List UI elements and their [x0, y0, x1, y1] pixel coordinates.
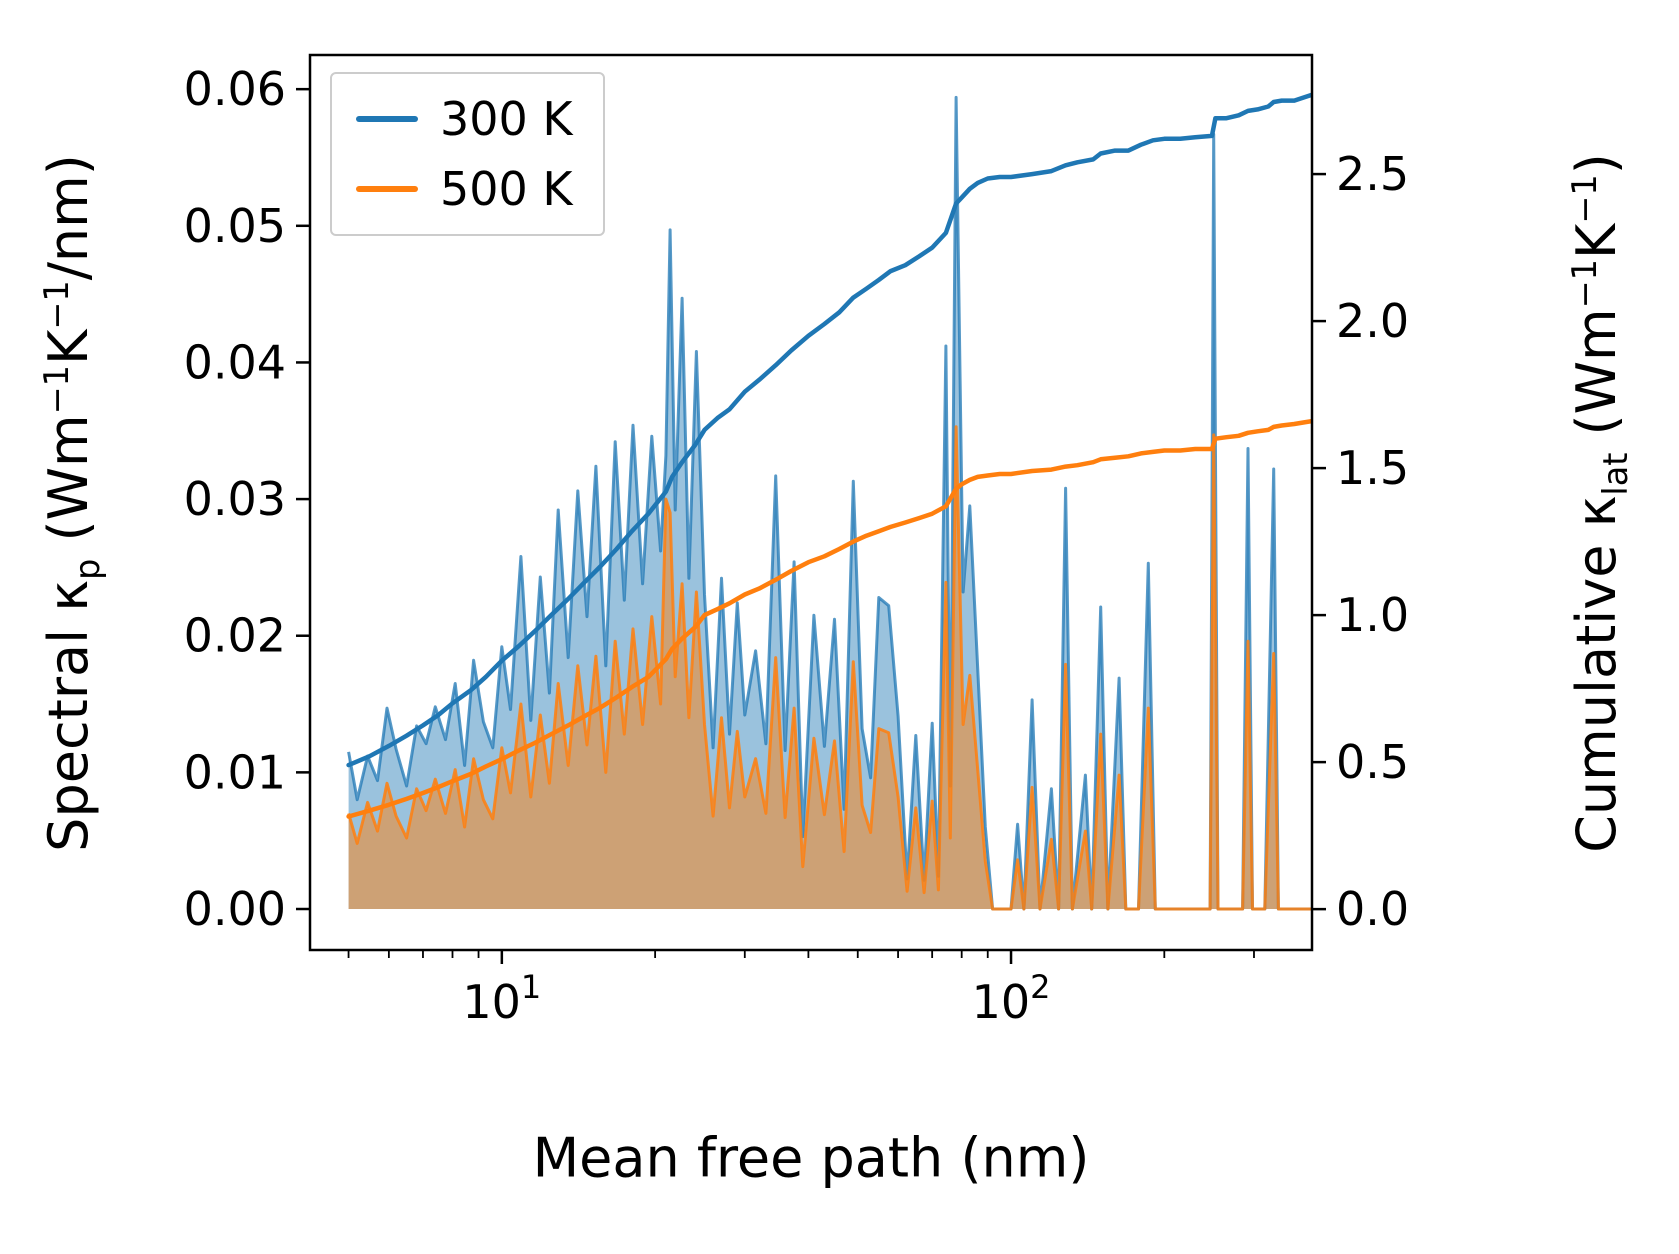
x-tick-label: 102	[972, 968, 1051, 1029]
y-right-tick-label: 1.0	[1336, 588, 1409, 642]
legend-swatch-500k	[356, 186, 418, 192]
legend-item-300k: 300 K	[356, 92, 573, 146]
legend-swatch-300k	[356, 116, 418, 122]
y-axis-right: 0.0 0.5 1.0 1.5 2.0 2.5	[1312, 147, 1409, 936]
y-right-tick-label: 2.5	[1336, 147, 1409, 201]
y-right-tick-label: 1.5	[1336, 441, 1409, 495]
y-left-tick-label: 0.01	[184, 745, 286, 799]
plot-area	[346, 92, 1312, 911]
y-left-tick-label: 0.02	[184, 609, 286, 663]
y-axis-left: 0.00 0.01 0.02 0.03 0.04 0.05 0.06	[184, 62, 310, 936]
series-500-k-spectral-line	[347, 425, 1312, 911]
series-500-k-cumulative-line	[346, 418, 1312, 819]
y-left-tick-label: 0.03	[184, 472, 286, 526]
y-left-tick-label: 0.04	[184, 335, 286, 389]
y-right-tick-label: 0.5	[1336, 735, 1409, 789]
y-left-tick-label: 0.06	[184, 62, 286, 116]
y-right-tick-label: 2.0	[1336, 294, 1409, 348]
y-left-tick-label: 0.05	[184, 199, 286, 253]
y-right-tick-label: 0.0	[1336, 882, 1409, 936]
legend: 300 K 500 K	[330, 72, 605, 236]
legend-label-500k: 500 K	[440, 162, 573, 216]
x-axis-label: Mean free path (nm)	[532, 1126, 1090, 1190]
y-left-tick-label: 0.00	[184, 882, 286, 936]
y-axis-label-left: Spectral κp (Wm−1K−1/nm)	[37, 154, 107, 852]
x-axis: 101 102	[347, 950, 1255, 1029]
legend-item-500k: 500 K	[356, 162, 573, 216]
series-500-k-spectral-area	[348, 426, 1312, 909]
x-tick-label: 101	[462, 968, 541, 1029]
series-300-k-cumulative-line	[346, 92, 1312, 768]
legend-label-300k: 300 K	[440, 92, 573, 146]
y-axis-label-right: Cumulative κlat (Wm−1K−1)	[1565, 153, 1635, 853]
axes-spines	[308, 53, 1314, 952]
